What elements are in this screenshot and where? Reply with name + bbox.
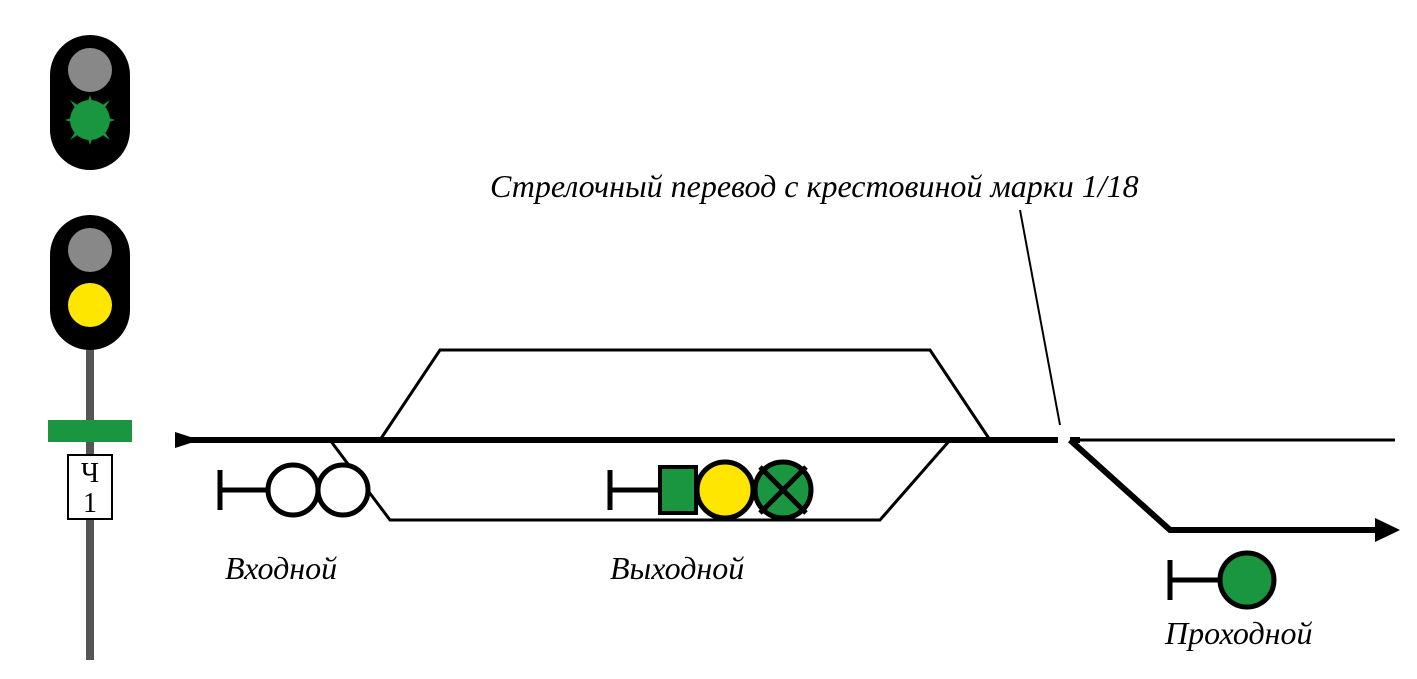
entry-signal xyxy=(220,465,368,515)
exit-label: Выходной xyxy=(610,550,744,587)
through-label: Проходной xyxy=(1165,615,1313,652)
plate-text-top: Ч xyxy=(81,458,99,489)
light-green-flashing xyxy=(65,95,115,145)
through-signal xyxy=(1170,553,1274,607)
exit-signal xyxy=(610,462,811,518)
annotation-text: Стрелочный перевод с крестовиной марки 1… xyxy=(490,168,1139,205)
route-indicator xyxy=(48,420,132,442)
entry-label: Входной xyxy=(225,550,337,587)
diagram-container: Ч 1 xyxy=(0,0,1417,679)
annotation-pointer xyxy=(1020,210,1060,425)
plate-text-bottom: 1 xyxy=(83,488,97,519)
main-signal: Ч 1 xyxy=(48,35,132,660)
light-yellow xyxy=(68,283,112,327)
light-top-dark xyxy=(68,48,112,92)
light-mid-dark xyxy=(68,228,112,272)
